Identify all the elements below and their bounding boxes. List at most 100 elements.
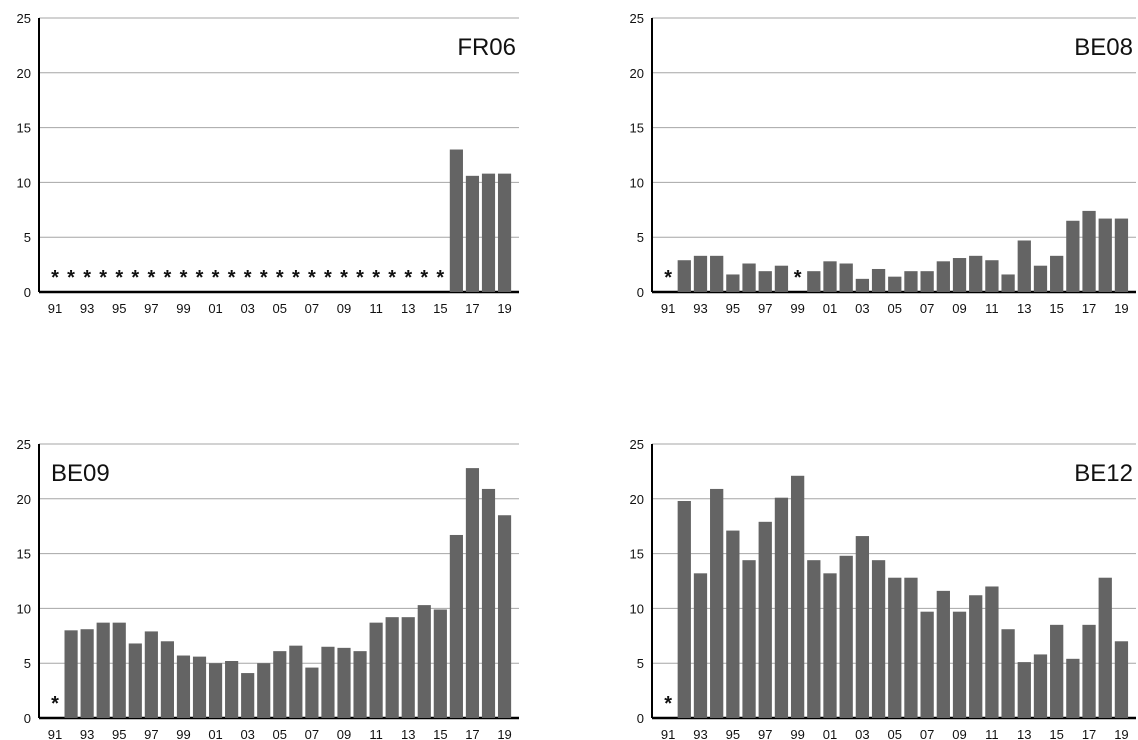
be08-bar-13: [1017, 240, 1031, 292]
be09-bar-16: [449, 534, 463, 718]
be09-bar-08: [321, 646, 335, 718]
be08-bar-19: [1114, 218, 1129, 292]
be12-xtick-01: 01: [823, 727, 837, 740]
be09-xtick-13: 13: [401, 727, 415, 740]
be12-bar-04: [871, 560, 886, 718]
be09-xtick-07: 07: [305, 727, 319, 740]
fr06-missing-marker-96: *: [131, 267, 139, 289]
be08-bar-95: [726, 274, 740, 292]
be09-xtick-93: 93: [80, 727, 94, 740]
be08-bar-04: [871, 268, 886, 292]
be08-xtick-19: 19: [1114, 301, 1128, 316]
be08-xtick-11: 11: [985, 301, 999, 316]
be08-bar-14: [1033, 265, 1048, 292]
be12-xtick-91: 91: [661, 727, 675, 740]
fr06-missing-marker-95: *: [115, 267, 123, 289]
fr06-missing-marker-12: *: [388, 267, 396, 289]
fr06-xtick-05: 05: [273, 301, 287, 316]
be12-ytick-20: 20: [630, 492, 644, 507]
be12-bar-08: [936, 590, 950, 718]
be12-bar-06: [904, 577, 918, 718]
be09-title: BE09: [51, 460, 110, 487]
fr06-missing-marker-10: *: [356, 267, 364, 289]
fr06-missing-marker-11: *: [372, 267, 380, 289]
fr06-missing-marker-94: *: [99, 267, 107, 289]
fr06-bar-18: [481, 173, 496, 292]
be12-xtick-09: 09: [952, 727, 966, 740]
fr06-xtick-17: 17: [465, 301, 479, 316]
be09-xtick-19: 19: [497, 727, 511, 740]
be09-xtick-11: 11: [369, 727, 383, 740]
be09-bar-02: [225, 661, 239, 718]
fr06-bar-17: [465, 175, 480, 292]
be12-bar-01: [823, 573, 837, 718]
be08-bar-06: [904, 271, 918, 292]
fr06-ytick-25: 25: [17, 11, 31, 26]
be12-xtick-13: 13: [1017, 727, 1031, 740]
fr06-xtick-03: 03: [240, 301, 254, 316]
be12-ytick-10: 10: [630, 601, 644, 616]
be08-missing-marker-91: *: [664, 267, 672, 289]
be12-xtick-95: 95: [726, 727, 740, 740]
be12-bar-12: [1001, 629, 1015, 718]
be12-title: BE12: [1074, 460, 1133, 487]
be08-bar-92: [677, 260, 691, 292]
be09-bar-92: [64, 630, 78, 718]
fr06-xtick-15: 15: [433, 301, 447, 316]
be09-bar-07: [305, 667, 319, 718]
be09-bar-03: [241, 673, 255, 718]
be12-bar-93: [693, 573, 708, 718]
fr06-missing-marker-93: *: [83, 267, 91, 289]
be12-xtick-07: 07: [920, 727, 934, 740]
be09-bar-15: [433, 609, 447, 718]
be08-bar-02: [839, 263, 853, 292]
be09-ytick-25: 25: [17, 437, 31, 452]
be08-bar-93: [693, 255, 708, 292]
fr06-ytick-0: 0: [24, 285, 31, 300]
be09-bar-97: [144, 631, 158, 718]
be08-xtick-93: 93: [693, 301, 707, 316]
be09-bar-13: [401, 617, 415, 718]
be09-bar-95: [112, 622, 126, 718]
be08-bar-07: [920, 271, 934, 292]
be09-ytick-5: 5: [24, 656, 31, 671]
be08-ytick-20: 20: [630, 66, 644, 81]
fr06-bar-16: [449, 149, 463, 292]
be12-bar-96: [742, 560, 756, 718]
be12-bar-02: [839, 555, 853, 718]
be09-bar-11: [369, 622, 383, 718]
be08-xtick-13: 13: [1017, 301, 1031, 316]
fr06-ytick-20: 20: [17, 66, 31, 81]
be12-bar-05: [888, 577, 902, 718]
be08-ytick-5: 5: [637, 230, 644, 245]
be08-xtick-99: 99: [790, 301, 804, 316]
be09-bar-19: [497, 515, 512, 718]
be12-xtick-17: 17: [1082, 727, 1096, 740]
be12-bar-95: [726, 530, 740, 718]
fr06-xtick-07: 07: [305, 301, 319, 316]
be08-bar-97: [758, 271, 772, 292]
be08-bar-09: [952, 258, 967, 292]
be09-missing-marker-91: *: [51, 693, 59, 715]
be12-bar-03: [855, 536, 870, 718]
be12-bar-09: [952, 611, 967, 718]
be09-xtick-91: 91: [48, 727, 62, 740]
be12-bar-00: [807, 560, 821, 718]
fr06-ytick-10: 10: [17, 175, 31, 190]
be08-xtick-95: 95: [726, 301, 740, 316]
be12-bar-11: [985, 586, 999, 718]
be08-bar-96: [742, 263, 756, 292]
be09-xtick-03: 03: [240, 727, 254, 740]
be12-xtick-15: 15: [1049, 727, 1063, 740]
fr06-missing-marker-06: *: [292, 267, 300, 289]
be12-xtick-93: 93: [693, 727, 707, 740]
be09-bar-05: [273, 651, 287, 718]
fr06-xtick-13: 13: [401, 301, 415, 316]
fr06-ytick-5: 5: [24, 230, 31, 245]
be08-bar-12: [1001, 274, 1015, 292]
be08-ytick-25: 25: [630, 11, 644, 26]
fr06-xtick-91: 91: [48, 301, 62, 316]
